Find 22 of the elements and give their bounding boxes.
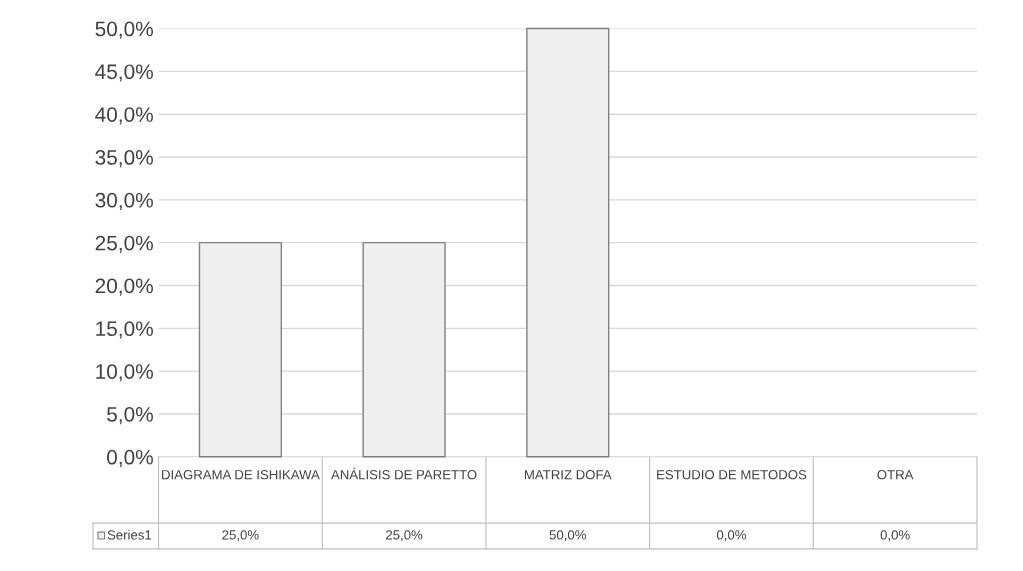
data-label: 0,0% — [880, 530, 910, 542]
x-tick-label: OTRA — [877, 470, 914, 480]
y-tick-label: 25,0% — [95, 235, 153, 253]
data-label: 25,0% — [386, 530, 423, 542]
x-tick-label: MATRIZ DOFA — [524, 470, 612, 480]
y-tick-label: 35,0% — [95, 150, 153, 168]
data-label: 0,0% — [716, 530, 747, 542]
legend-label: Series1 — [107, 529, 152, 540]
y-tick-label: 20,0% — [95, 278, 153, 296]
y-tick-label: 5,0% — [107, 406, 153, 425]
y-tick-label: 50,0% — [95, 21, 153, 39]
y-tick-label: 0,0% — [107, 449, 153, 468]
y-tick-label: 45,0% — [95, 64, 153, 82]
data-label: 25,0% — [222, 530, 259, 542]
y-tick-label: 40,0% — [95, 107, 153, 125]
y-tick-label: 15,0% — [96, 321, 153, 339]
y-tick-label: 30,0% — [95, 192, 153, 211]
x-tick-label: ESTUDIO DE METODOS — [657, 470, 807, 480]
y-tick-label: 10,0% — [96, 364, 153, 382]
data-label: 50,0% — [549, 530, 586, 542]
x-tick-label: ANÁLISIS DE PARETTO — [331, 467, 477, 480]
x-tick-label: DIAGRAMA DE ISHIKAWA — [162, 470, 320, 480]
